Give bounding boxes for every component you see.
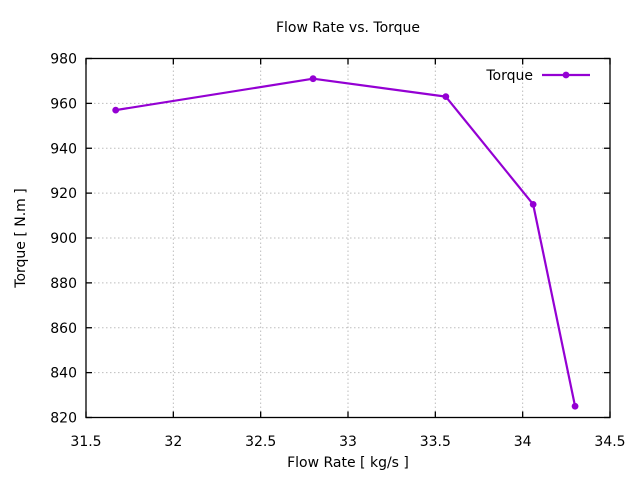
y-tick-label: 920 (50, 186, 77, 202)
y-axis-label: Torque [ N.m ] (13, 188, 29, 288)
x-tick-label: 32.5 (245, 434, 276, 450)
y-tick-label: 840 (50, 366, 77, 382)
data-point-marker (571, 402, 579, 410)
x-axis-label: Flow Rate [ kg/s ] (287, 455, 409, 471)
data-point-marker (309, 75, 317, 83)
x-tick-label: 34 (514, 434, 532, 450)
chart-title: Flow Rate vs. Torque (276, 20, 420, 36)
y-tick-label: 820 (50, 411, 77, 427)
legend-label: Torque (485, 68, 533, 84)
y-tick-label: 940 (50, 141, 77, 157)
y-tick-label: 860 (50, 321, 77, 337)
series-line (114, 77, 577, 408)
data-point-marker (529, 200, 537, 208)
legend-marker-sample (562, 71, 570, 79)
x-tick-label: 31.5 (70, 434, 101, 450)
y-tick-label: 960 (50, 96, 77, 112)
y-tick-label: 980 (50, 52, 77, 68)
y-tick-label: 900 (50, 231, 77, 247)
x-tick-label: 32 (164, 434, 182, 450)
data-point-marker (112, 106, 120, 114)
x-tick-label: 34.5 (594, 434, 625, 450)
x-tick-label: 33 (339, 434, 357, 450)
data-point-marker (442, 93, 450, 101)
x-tick-label: 33.5 (420, 434, 451, 450)
y-tick-label: 880 (50, 276, 77, 292)
